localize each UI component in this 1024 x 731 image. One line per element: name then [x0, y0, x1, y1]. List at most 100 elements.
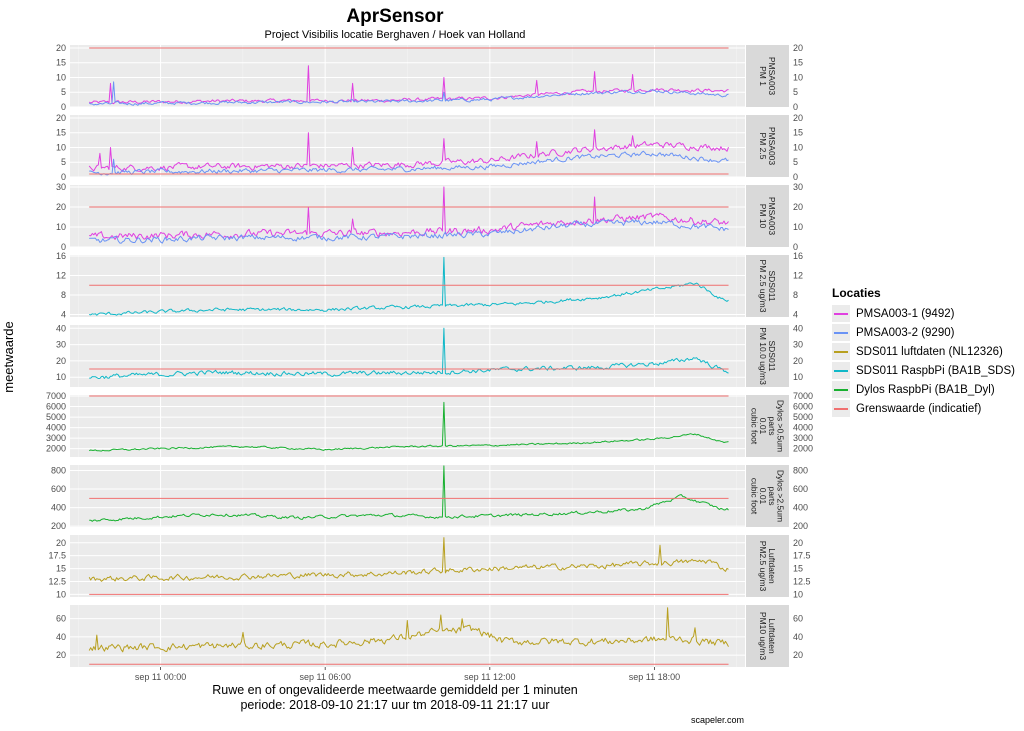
- strip-label-line: PM 2.5 ug/m3: [758, 260, 768, 313]
- strip-background: [746, 605, 789, 667]
- legend-label: PMSA003-2 (9290): [856, 326, 955, 339]
- series-line: [89, 150, 729, 176]
- strip-label: SDS011PM 10.0 ug/m3: [758, 327, 777, 385]
- strip-background: [746, 465, 789, 527]
- y-tick-label: 0: [61, 172, 66, 182]
- series-line: [89, 465, 729, 522]
- y-tick-label-right: 4000: [793, 423, 813, 433]
- legend-key: [832, 343, 850, 360]
- facet-panel: 0 0 5 5 10 10 15 15 20 20 PMSA003PM 2.5: [56, 113, 803, 182]
- series-line: [89, 327, 729, 379]
- legend-key: [832, 324, 850, 341]
- strip-label-line: PMSA003: [767, 197, 777, 236]
- y-axis-title: meetwaarde: [1, 321, 16, 393]
- y-tick-label-right: 20: [793, 113, 803, 123]
- series-line: [88, 65, 729, 105]
- strip-background: [746, 45, 789, 107]
- legend-item: SDS011 luftdaten (NL12326): [832, 342, 1022, 361]
- y-tick-label: 400: [51, 503, 66, 513]
- y-tick-label: 30: [56, 182, 66, 192]
- x-axis-title-line1: Ruwe en of ongevalideerde meetwaarde gem…: [212, 683, 578, 697]
- strip-label-line: PM2.5 ug/m3: [758, 541, 768, 592]
- strip-label: LuftdatenPM2.5 ug/m3: [758, 541, 777, 592]
- y-tick-label-right: 7000: [793, 391, 813, 401]
- credit-text: scapeler.com: [691, 715, 744, 725]
- facet-panel: 200 200 400 400 600 600 800 800 Dylos >2.5umpart…: [51, 465, 808, 531]
- strip-label-line: 0.01: [758, 418, 768, 435]
- y-tick-label: 5: [61, 87, 66, 97]
- y-tick-label-right: 400: [793, 503, 808, 513]
- y-tick-label-right: 6000: [793, 402, 813, 412]
- y-tick-label: 800: [51, 466, 66, 476]
- y-tick-label: 5: [61, 157, 66, 167]
- y-tick-label: 8: [61, 290, 66, 300]
- strip-label-line: cubic foot: [750, 408, 760, 445]
- y-tick-label: 10: [56, 142, 66, 152]
- strip-background: [746, 395, 789, 457]
- strip-label-line: cubic foot: [750, 478, 760, 515]
- strip-label-line: 0.01: [758, 488, 768, 505]
- strip-label: SDS011PM 2.5 ug/m3: [758, 260, 777, 313]
- strip-label-line: Dylos >0.5um: [775, 400, 785, 452]
- strip-label-line: parts: [767, 417, 777, 436]
- y-tick-label-right: 15: [793, 58, 803, 68]
- y-tick-label-right: 12.5: [793, 577, 811, 587]
- y-tick-label: 15: [56, 58, 66, 68]
- strip-label-line: PM 10.0 ug/m3: [758, 327, 768, 385]
- y-tick-label: 4000: [46, 423, 66, 433]
- strip-label: Dylos >2.5umparts0.01cubic foot: [750, 470, 786, 522]
- strip-label-line: SDS011: [767, 270, 777, 301]
- legend-key: [832, 305, 850, 322]
- y-tick-label: 12: [56, 271, 66, 281]
- series-line: [88, 81, 729, 106]
- legend-label: PMSA003-1 (9492): [856, 307, 955, 320]
- legend-swatch: [834, 370, 848, 372]
- y-tick-label: 40: [56, 323, 66, 333]
- strip-background: [746, 535, 789, 597]
- y-tick-label-right: 5000: [793, 412, 813, 422]
- y-tick-label: 20: [56, 356, 66, 366]
- y-tick-label-right: 5: [793, 157, 798, 167]
- legend: Locaties PMSA003-1 (9492) PMSA003-2 (929…: [832, 286, 1022, 418]
- y-tick-label-right: 30: [793, 340, 803, 350]
- y-tick-label: 20: [56, 650, 66, 660]
- x-tick-label: sep 11 00:00: [135, 672, 186, 682]
- y-tick-label-right: 0: [793, 172, 798, 182]
- legend-item: PMSA003-2 (9290): [832, 323, 1022, 342]
- strip-label-line: parts: [767, 487, 777, 506]
- chart-title: AprSensor: [346, 6, 444, 27]
- y-tick-label: 17.5: [48, 551, 66, 561]
- legend-swatch: [834, 351, 848, 353]
- strip-label-line: PMSA003: [767, 127, 777, 166]
- strip-label-line: PMSA003: [767, 57, 777, 96]
- y-tick-label: 200: [51, 521, 66, 531]
- legend-key: [832, 362, 850, 379]
- strip-label-line: Dylos >2.5um: [775, 470, 785, 522]
- strip-background: [746, 255, 789, 317]
- y-tick-label-right: 5: [793, 87, 798, 97]
- y-tick-label-right: 10: [793, 72, 803, 82]
- x-tick-label: sep 11 06:00: [299, 672, 350, 682]
- y-tick-label-right: 60: [793, 614, 803, 624]
- strip-background: [746, 325, 789, 387]
- y-tick-label-right: 30: [793, 182, 803, 192]
- y-tick-label-right: 4: [793, 310, 798, 320]
- y-tick-label-right: 10: [793, 372, 803, 382]
- legend-swatch: [834, 408, 848, 410]
- legend-key: [832, 381, 850, 398]
- strip-label: PMSA003PM 10: [758, 197, 777, 236]
- strip-label-line: PM 10: [758, 204, 768, 229]
- y-tick-label-right: 10: [793, 589, 803, 599]
- y-tick-label: 5000: [46, 412, 66, 422]
- y-tick-label-right: 20: [793, 202, 803, 212]
- legend-title: Locaties: [832, 286, 881, 300]
- y-tick-label-right: 0: [793, 242, 798, 252]
- y-tick-label: 20: [56, 43, 66, 53]
- legend-label: SDS011 RaspbPi (BA1B_SDS): [856, 364, 1015, 377]
- y-tick-label-right: 20: [793, 650, 803, 660]
- y-tick-label-right: 16: [793, 251, 803, 261]
- y-tick-label: 10: [56, 222, 66, 232]
- facet-panel: 0 0 10 10 20 20 30 30 PMSA003PM 10: [56, 182, 803, 252]
- strip-label-line: PM10 ug/m3: [758, 612, 768, 660]
